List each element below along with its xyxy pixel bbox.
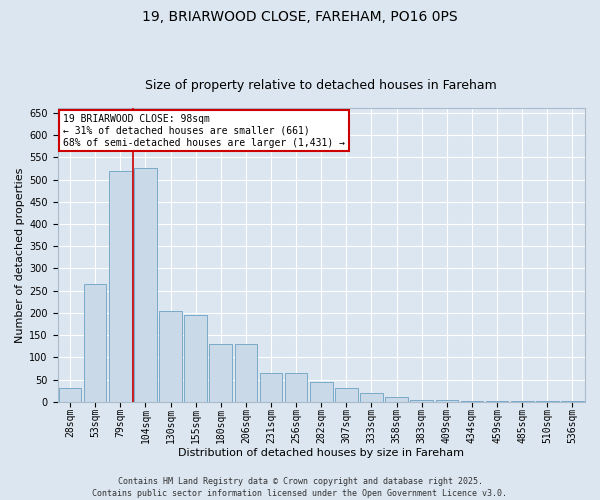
Bar xyxy=(84,284,106,402)
Bar xyxy=(134,168,157,402)
X-axis label: Distribution of detached houses by size in Fareham: Distribution of detached houses by size … xyxy=(178,448,464,458)
Bar xyxy=(159,310,182,402)
Bar xyxy=(235,344,257,402)
Bar xyxy=(260,373,283,402)
Bar xyxy=(335,388,358,402)
Text: 19 BRIARWOOD CLOSE: 98sqm
← 31% of detached houses are smaller (661)
68% of semi: 19 BRIARWOOD CLOSE: 98sqm ← 31% of detac… xyxy=(63,114,345,148)
Bar xyxy=(209,344,232,402)
Text: 19, BRIARWOOD CLOSE, FAREHAM, PO16 0PS: 19, BRIARWOOD CLOSE, FAREHAM, PO16 0PS xyxy=(142,10,458,24)
Bar xyxy=(360,393,383,402)
Y-axis label: Number of detached properties: Number of detached properties xyxy=(15,168,25,343)
Bar xyxy=(385,398,408,402)
Title: Size of property relative to detached houses in Fareham: Size of property relative to detached ho… xyxy=(145,79,497,92)
Bar xyxy=(184,315,207,402)
Bar xyxy=(436,400,458,402)
Bar xyxy=(285,373,307,402)
Bar xyxy=(410,400,433,402)
Bar xyxy=(109,170,131,402)
Bar xyxy=(310,382,332,402)
Bar xyxy=(59,388,82,402)
Bar xyxy=(461,401,483,402)
Text: Contains HM Land Registry data © Crown copyright and database right 2025.
Contai: Contains HM Land Registry data © Crown c… xyxy=(92,476,508,498)
